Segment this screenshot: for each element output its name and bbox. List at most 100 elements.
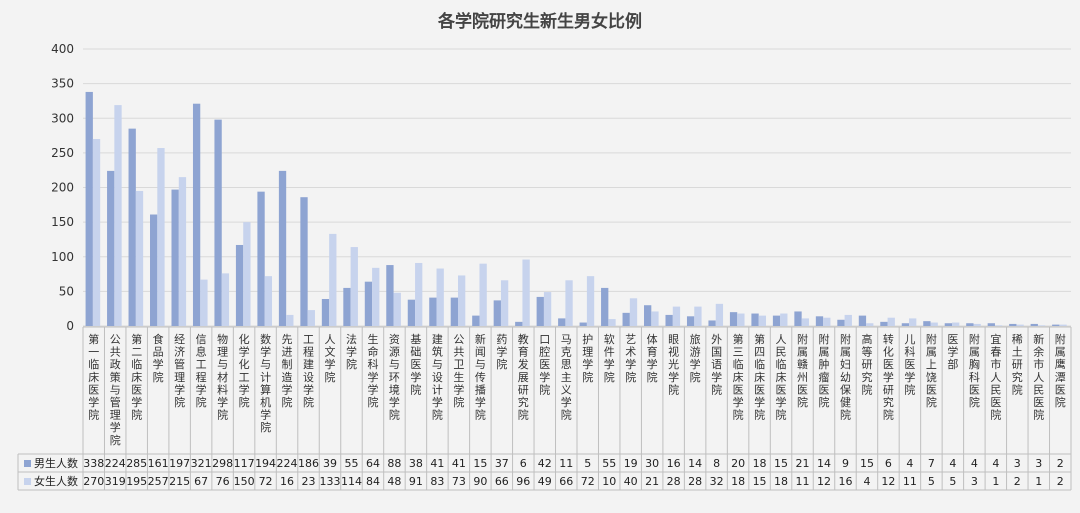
table-value: 28 (667, 475, 681, 488)
bar-female (221, 273, 230, 326)
table-value: 38 (409, 457, 423, 470)
table-value: 21 (645, 475, 659, 488)
table-value: 1 (1035, 475, 1042, 488)
table-value: 197 (169, 457, 190, 470)
bar-male (558, 318, 566, 326)
bar-female (264, 276, 273, 326)
table-value: 18 (731, 475, 745, 488)
category-label: 先进制造学院 (282, 333, 293, 409)
category-label: 口腔医学院 (539, 333, 550, 396)
category-label: 艺术学院 (625, 333, 636, 384)
bar-male (429, 297, 437, 326)
table-value: 5 (928, 475, 935, 488)
table-value: 18 (753, 457, 767, 470)
y-axis: 0 50 100 150 200 250 300 350 400 (51, 42, 74, 333)
table-value: 73 (452, 475, 466, 488)
table-value: 15 (860, 457, 874, 470)
table-value: 319 (105, 475, 126, 488)
table-value: 6 (885, 457, 892, 470)
bar-female (586, 276, 595, 326)
bar-female (823, 317, 831, 326)
bar-female (286, 314, 294, 326)
bar-male (343, 287, 351, 326)
table-value: 11 (559, 457, 573, 470)
y-tick-label: 400 (51, 42, 74, 56)
table-value: 4 (863, 475, 870, 488)
table-value: 257 (148, 475, 169, 488)
table-value: 12 (817, 475, 831, 488)
bar-female (866, 323, 874, 326)
table-value: 91 (409, 475, 423, 488)
bar-male (708, 320, 716, 326)
bar-male (751, 313, 759, 326)
category-label: 附属鹰潭医院 (1055, 332, 1066, 409)
table-value: 90 (473, 475, 487, 488)
category-label: 新余市人民医院 (1033, 332, 1044, 422)
bar-male (1052, 324, 1060, 326)
table-value: 338 (83, 457, 104, 470)
table-value: 83 (430, 475, 444, 488)
table-value: 42 (538, 457, 552, 470)
category-label: 化学化工学院 (239, 332, 250, 409)
table-value: 3 (971, 475, 978, 488)
y-tick-label: 350 (51, 77, 74, 91)
category-label: 附属肿瘤医院 (819, 332, 830, 409)
table-value: 195 (126, 475, 147, 488)
table-value: 8 (713, 457, 720, 470)
table-value: 15 (774, 457, 788, 470)
table-value: 66 (559, 475, 573, 488)
table-value: 9 (842, 457, 849, 470)
table-value: 5 (949, 475, 956, 488)
table-value: 16 (667, 457, 681, 470)
data-table: 男生人数 338 224 285 161 197 321 298 117 194 224 186 39 5… (17, 326, 1072, 491)
category-label: 附属胸科医院 (969, 332, 980, 409)
category-label: 第二临床医学院 (131, 332, 142, 422)
category-label: 体育学院 (647, 332, 658, 384)
bar-male (128, 128, 136, 326)
category-label: 公共卫生学院 (453, 333, 464, 409)
bar-male (837, 319, 845, 326)
category-label: 生命科学学院 (367, 332, 378, 409)
y-tick-label: 100 (51, 250, 74, 264)
table-value: 12 (881, 475, 895, 488)
bar-female (715, 303, 724, 326)
legend-swatch (24, 460, 31, 467)
legend-label: 男生人数 (34, 456, 78, 470)
bar-female (479, 263, 487, 326)
bar-male (665, 314, 673, 326)
y-tick-label: 150 (51, 215, 74, 229)
category-label: 经济管理学院 (174, 333, 185, 409)
table-value: 84 (366, 475, 380, 488)
bar-female (307, 310, 315, 326)
gridlines (83, 48, 1071, 327)
category-label: 外国语学院 (711, 333, 722, 396)
table-value: 55 (602, 457, 616, 470)
table-value: 7 (928, 457, 935, 470)
table-value: 2 (1057, 475, 1064, 488)
bar-male (536, 296, 544, 326)
bar-male (923, 321, 931, 326)
table-value: 321 (191, 457, 212, 470)
bar-female (651, 311, 659, 326)
table-value: 23 (302, 475, 316, 488)
table-value: 133 (320, 475, 341, 488)
table-value: 298 (212, 457, 233, 470)
bar-male (729, 312, 738, 326)
table-value: 64 (366, 457, 380, 470)
table-value: 67 (194, 475, 208, 488)
bar-female (1016, 324, 1024, 326)
table-value: 224 (277, 457, 298, 470)
table-value: 41 (430, 457, 444, 470)
bar-male (966, 323, 974, 326)
bar-male (987, 323, 995, 326)
bar-male (644, 305, 652, 326)
table-value: 28 (688, 475, 702, 488)
category-label: 护理学院 (582, 332, 593, 384)
category-label: 旅游学院 (690, 332, 701, 384)
bar-male (150, 214, 158, 326)
y-tick-label: 50 (59, 284, 74, 298)
category-label: 软件学院 (604, 332, 615, 384)
bar-female (92, 139, 101, 326)
bar-male (601, 287, 609, 326)
